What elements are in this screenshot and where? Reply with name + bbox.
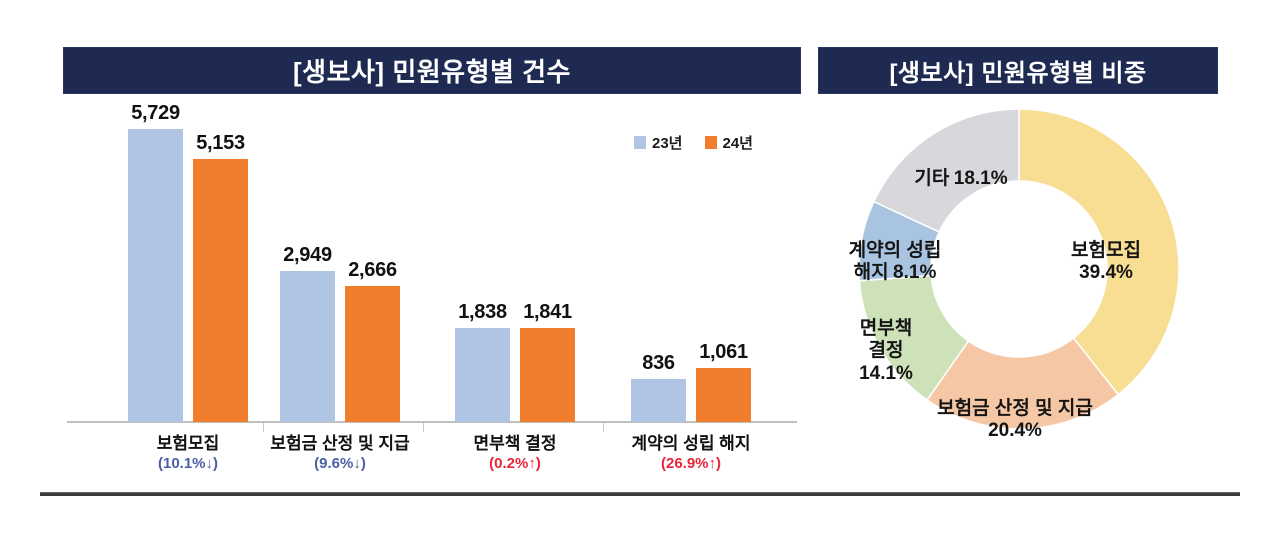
- bar-y23[interactable]: 2,949: [280, 244, 335, 422]
- bottom-divider: [40, 492, 1240, 496]
- donut-label-claim-calculation: 보험금 산정 및 지급 20.4%: [890, 398, 1140, 443]
- bar-value-label: 1,841: [523, 301, 572, 323]
- bar-y24[interactable]: 1,841: [520, 301, 575, 422]
- legend-item-24: 24년: [704, 132, 754, 153]
- category-delta: (9.6%↓): [314, 455, 366, 473]
- bar-rect: [345, 286, 400, 422]
- axis-tick-0: [263, 423, 264, 432]
- bar-y24[interactable]: 5,153: [193, 132, 248, 422]
- bar-y23[interactable]: 5,729: [128, 102, 183, 422]
- bar-value-label: 1,061: [699, 341, 748, 363]
- donut-label-other: 기타 18.1%: [866, 168, 1056, 190]
- axis-tick-2: [603, 423, 604, 432]
- axis-baseline: [67, 421, 797, 423]
- category-label: 보험금 산정 및 지급 (9.6%↓): [210, 434, 470, 473]
- bar-plot-area: 5,729 5,153 2,949 2,666 1,838 1,841 836 1,061: [63, 100, 801, 432]
- donut-label-pct: 8.1%: [893, 262, 937, 284]
- category-delta: (10.1%↓): [157, 455, 219, 473]
- bar-y23[interactable]: 836: [631, 352, 686, 422]
- donut-label-pct: 14.1%: [859, 362, 913, 384]
- donut-label-name: 면부책: [859, 318, 913, 339]
- bar-rect: [193, 159, 248, 422]
- donut-chart-svg: [858, 108, 1180, 430]
- donut-label-insurance-solicitation: 보험모집 39.4%: [1036, 240, 1176, 285]
- donut-label-name: 보험모집: [1071, 240, 1141, 261]
- category-name: 보험금 산정 및 지급: [270, 434, 410, 453]
- bar-chart-title: [생보사] 민원유형별 건수: [63, 47, 801, 94]
- legend-item-23: 23년: [634, 132, 683, 153]
- category-name: 보험모집: [156, 434, 220, 453]
- bar-value-label: 1,838: [458, 301, 507, 323]
- donut-label-name: 보험금 산정 및 지급: [937, 398, 1093, 419]
- donut-label-contract-formation: 계약의 성립 해지 8.1%: [820, 240, 970, 285]
- bar-value-label: 2,949: [283, 244, 332, 266]
- donut-label-name: 기타: [914, 168, 950, 189]
- bar-chart-panel: 23년 24년 5,729 5,153 2,949 2,666 1,838 1,841 83…: [63, 100, 801, 490]
- donut-chart-title: [생보사] 민원유형별 비중: [818, 47, 1218, 94]
- bar-y24[interactable]: 1,061: [696, 341, 751, 422]
- bar-value-label: 5,153: [196, 132, 245, 154]
- bar-chart-legend: 23년 24년: [634, 132, 753, 153]
- category-delta: (26.9%↑): [660, 455, 722, 473]
- bar-group: 2,949 2,666: [280, 100, 400, 422]
- bar-value-label: 836: [642, 352, 675, 374]
- bar-rect: [696, 368, 751, 422]
- category-name: 면부책 결정: [473, 434, 557, 453]
- bar-value-label: 5,729: [131, 102, 180, 124]
- donut-label-pct: 39.4%: [1079, 262, 1133, 284]
- bar-rect: [128, 129, 183, 422]
- bar-group: 836 1,061: [631, 100, 751, 422]
- donut-slice[interactable]: [872, 108, 1020, 233]
- category-label: 보험모집 (10.1%↓): [58, 434, 318, 473]
- category-label: 계약의 성립 해지 (26.9%↑): [561, 434, 821, 473]
- bar-group: 5,729 5,153: [128, 100, 248, 422]
- donut-slice[interactable]: [1018, 108, 1180, 396]
- legend-label-23: 23년: [652, 135, 683, 152]
- bar-rect: [631, 379, 686, 422]
- donut-label-liability-decision: 면부책 결정 14.1%: [836, 318, 936, 385]
- legend-swatch-23: [634, 136, 646, 149]
- axis-tick-1: [423, 423, 424, 432]
- category-label: 면부책 결정 (0.2%↑): [385, 434, 645, 473]
- bar-rect: [455, 328, 510, 422]
- donut-label-name: 계약의 성립: [848, 240, 942, 261]
- donut-label-pct: 20.4%: [988, 420, 1042, 442]
- donut-slice[interactable]: [926, 337, 1120, 430]
- legend-label-24: 24년: [722, 135, 754, 152]
- donut-label-name-2: 해지: [853, 262, 889, 284]
- donut-label-name-2: 결정: [868, 340, 904, 362]
- category-delta: (0.2%↑): [489, 455, 541, 473]
- bar-y23[interactable]: 1,838: [455, 301, 510, 422]
- bar-group: 1,838 1,841: [455, 100, 575, 422]
- bar-rect: [280, 271, 335, 422]
- category-name: 계약의 성립 해지: [631, 434, 751, 453]
- donut-label-pct: 18.1%: [953, 168, 1008, 189]
- donut-chart-panel: 보험모집 39.4% 보험금 산정 및 지급 20.4% 면부책 결정 14.1…: [818, 100, 1218, 490]
- bar-rect: [520, 328, 575, 422]
- bar-value-label: 2,666: [348, 259, 397, 281]
- category-axis-labels: 보험모집 (10.1%↓) 보험금 산정 및 지급 (9.6%↓) 면부책 결정 (0.2…: [63, 434, 801, 492]
- legend-swatch-24: [704, 136, 717, 149]
- bar-y24[interactable]: 2,666: [345, 259, 400, 422]
